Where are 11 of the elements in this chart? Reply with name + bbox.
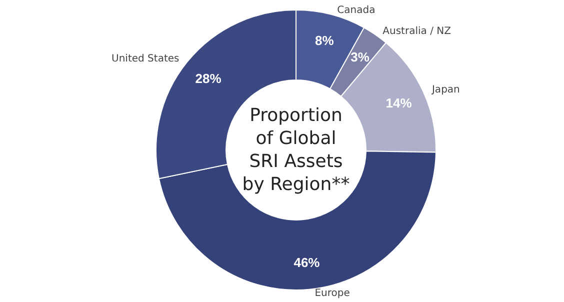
slice-label: Europe [314,288,350,299]
slice-label: United States [112,54,180,65]
data-label: 8% [314,33,334,48]
data-label: 28% [195,71,222,86]
slice-label: Japan [430,84,460,96]
text: Proportion of Global SRI Assets by Region** [242,105,350,195]
slice-label: Australia / NZ [382,26,452,37]
slice-label: Canada [337,5,376,16]
data-label: 14% [386,96,412,111]
data-label: 3% [350,49,370,64]
data-label: 46% [294,254,320,270]
